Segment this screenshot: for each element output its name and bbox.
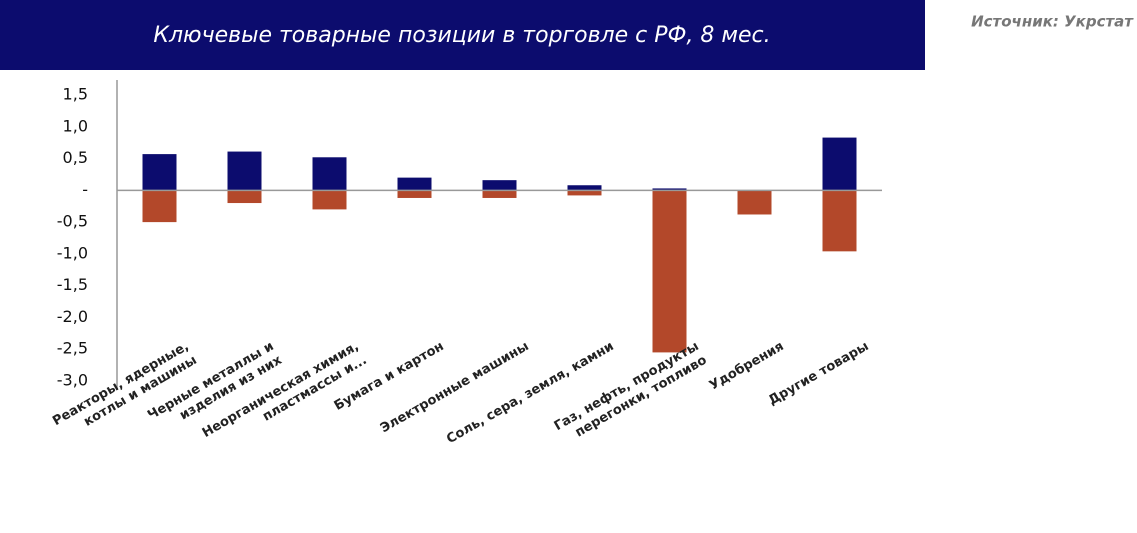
source: Источник: Укрстат bbox=[971, 13, 1134, 31]
y-tick-label: -2,0 bbox=[57, 307, 88, 326]
y-tick-label: -1,0 bbox=[57, 243, 88, 262]
bar bbox=[737, 190, 772, 215]
bar bbox=[652, 188, 687, 191]
bar bbox=[227, 151, 262, 191]
bar bbox=[312, 157, 347, 191]
y-tick-label: -1,5 bbox=[57, 275, 88, 294]
bar bbox=[142, 190, 177, 223]
bar bbox=[142, 154, 177, 191]
bar bbox=[312, 190, 347, 210]
chart-title: Ключевые товарные позиции в торговле с Р… bbox=[153, 23, 770, 48]
bar bbox=[227, 190, 262, 204]
bar bbox=[482, 190, 517, 198]
bar bbox=[822, 137, 857, 191]
y-tick-label: 1,5 bbox=[63, 85, 88, 104]
y-tick-label: -0,5 bbox=[57, 212, 88, 231]
bar bbox=[567, 190, 602, 196]
y-tick-label: -2,5 bbox=[57, 339, 88, 358]
bar bbox=[567, 185, 602, 191]
y-tick-label: 1,0 bbox=[63, 116, 88, 135]
x-tick-label: Газ, нефть, продуктыперегонки, топливо bbox=[551, 338, 709, 447]
bar bbox=[822, 190, 857, 252]
y-tick-label: 0,5 bbox=[63, 148, 88, 167]
x-tick-label: Удобрения bbox=[707, 339, 786, 394]
title-banner bbox=[0, 0, 925, 70]
bar bbox=[397, 177, 432, 191]
x-tick-label: Электронные машины bbox=[378, 339, 532, 436]
bar bbox=[482, 180, 517, 191]
y-tick-label: -3,0 bbox=[57, 371, 88, 390]
bar bbox=[397, 190, 432, 198]
bar bbox=[652, 190, 687, 353]
y-tick-label: - bbox=[82, 180, 88, 199]
